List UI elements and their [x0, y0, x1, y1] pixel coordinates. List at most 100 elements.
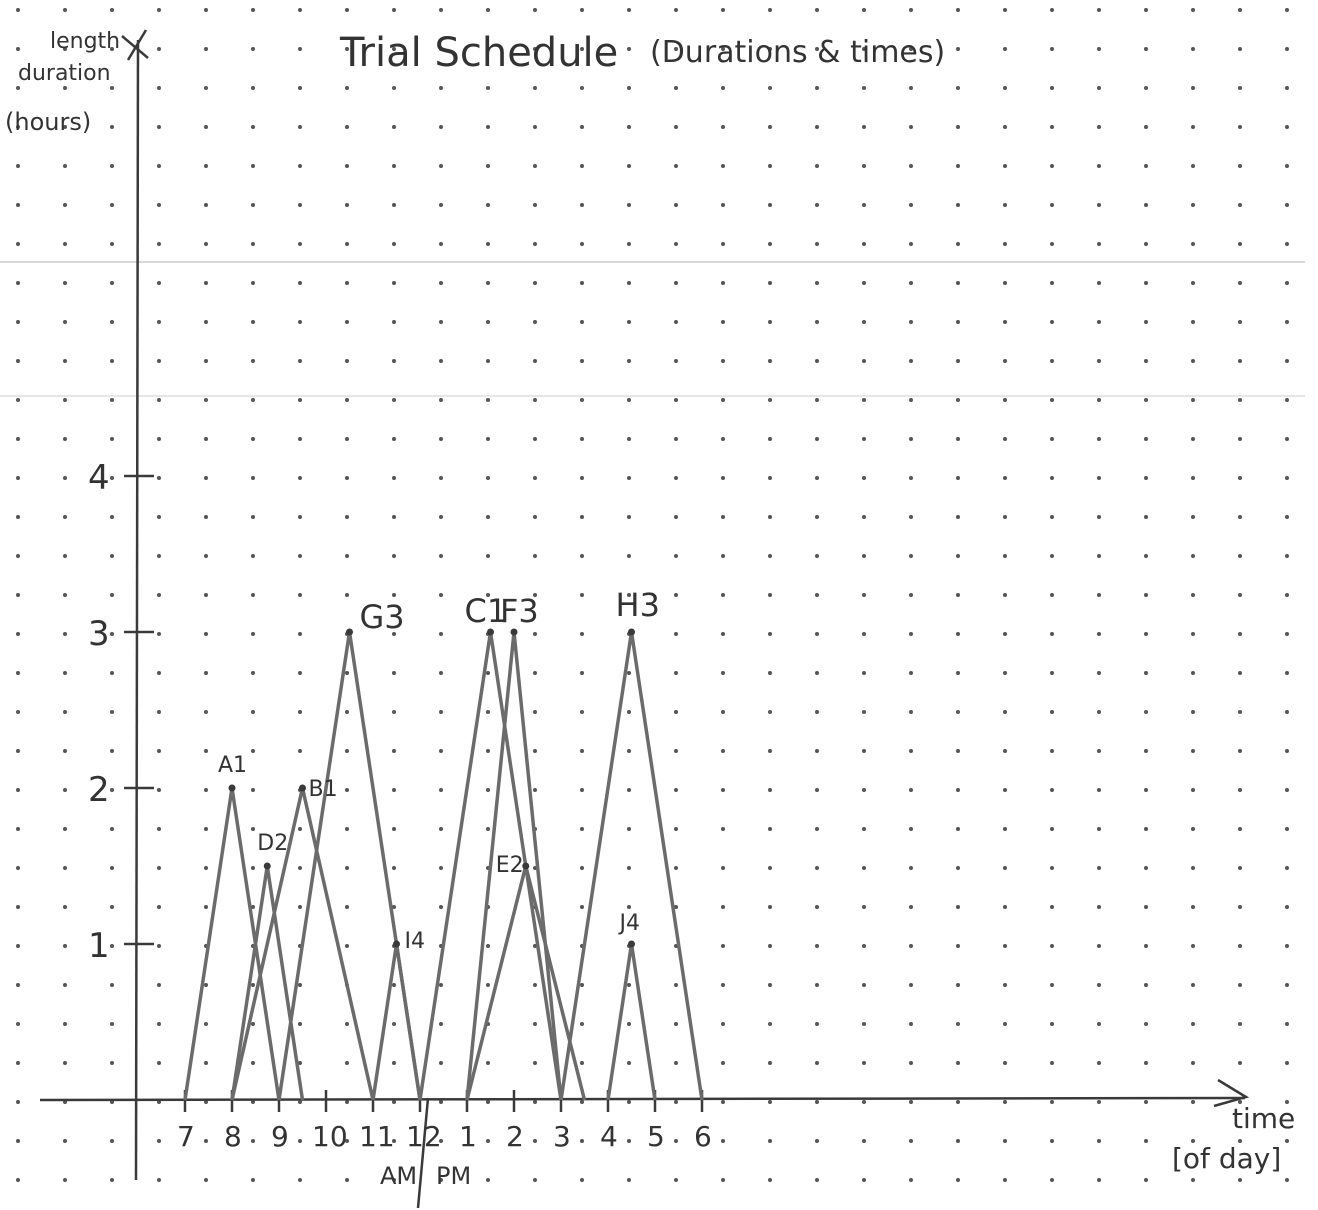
grid-dot — [110, 86, 114, 90]
grid-dot — [392, 242, 396, 246]
grid-dot — [345, 281, 349, 285]
grid-dot — [674, 905, 678, 909]
grid-dot — [486, 437, 490, 441]
grid-dot — [580, 125, 584, 129]
grid-dot — [251, 281, 255, 285]
series-d2 — [230, 865, 305, 1101]
grid-dot — [533, 47, 537, 51]
grid-dot — [157, 593, 161, 597]
grid-dot — [345, 125, 349, 129]
grid-dot — [1097, 8, 1101, 12]
grid-dot — [157, 242, 161, 246]
grid-dot — [1003, 866, 1007, 870]
grid-dot — [815, 866, 819, 870]
grid-dot — [1050, 632, 1054, 636]
grid-dot — [63, 983, 67, 987]
grid-dot — [1097, 398, 1101, 402]
series-i4 — [371, 943, 422, 1101]
grid-dot — [251, 203, 255, 207]
grid-dot — [768, 164, 772, 168]
grid-dot — [1144, 47, 1148, 51]
grid-dot — [815, 632, 819, 636]
series-label-b1: B1 — [309, 777, 338, 802]
grid-dot — [956, 710, 960, 714]
grid-dot — [157, 203, 161, 207]
grid-dot — [721, 86, 725, 90]
grid-dot — [1191, 320, 1195, 324]
grid-dot — [1003, 203, 1007, 207]
grid-dot — [674, 1061, 678, 1065]
grid-dot — [1285, 476, 1289, 480]
grid-dot — [157, 281, 161, 285]
grid-dot — [674, 710, 678, 714]
grid-dot — [439, 476, 443, 480]
grid-dot — [251, 398, 255, 402]
grid-dot — [1050, 1139, 1054, 1143]
grid-dot — [251, 866, 255, 870]
grid-dot — [298, 476, 302, 480]
grid-dot — [63, 1139, 67, 1143]
grid-dot — [1285, 398, 1289, 402]
grid-dot — [862, 1061, 866, 1065]
grid-dot — [251, 125, 255, 129]
grid-dot — [1003, 1022, 1007, 1026]
x-tick-label: 8 — [224, 1120, 242, 1153]
grid-dot — [439, 8, 443, 12]
grid-dot — [1238, 983, 1242, 987]
grid-dot — [1191, 788, 1195, 792]
peak-point-j4 — [628, 940, 635, 948]
grid-dot — [1285, 983, 1289, 987]
grid-dot — [1097, 788, 1101, 792]
grid-dot — [345, 398, 349, 402]
grid-dot — [1238, 1100, 1242, 1104]
grid-dot — [815, 242, 819, 246]
grid-dot — [533, 632, 537, 636]
grid-dot — [392, 1100, 396, 1104]
grid-dot — [1003, 515, 1007, 519]
grid-dot — [204, 86, 208, 90]
grid-dot — [1191, 866, 1195, 870]
grid-dot — [251, 749, 255, 753]
grid-dot — [16, 1139, 20, 1143]
grid-dot — [439, 281, 443, 285]
grid-dot — [1003, 1100, 1007, 1104]
peak-point-b1 — [299, 784, 306, 792]
series-h3 — [559, 631, 704, 1101]
peak-point-g3 — [346, 628, 353, 636]
ticks: 1234789101112123456 — [88, 458, 712, 1153]
grid-dot — [627, 593, 631, 597]
grid-dot — [439, 398, 443, 402]
grid-dot — [157, 554, 161, 558]
grid-dot — [110, 983, 114, 987]
grid-dot — [110, 164, 114, 168]
grid-dot — [1285, 593, 1289, 597]
grid-dot — [1144, 749, 1148, 753]
grid-dot — [298, 8, 302, 12]
grid-dot — [157, 944, 161, 948]
grid-dot — [1144, 398, 1148, 402]
grid-dot — [1285, 1022, 1289, 1026]
grid-dot — [392, 164, 396, 168]
grid-dot — [956, 554, 960, 558]
grid-dot — [204, 320, 208, 324]
grid-dot — [580, 1178, 584, 1182]
grid-dot — [862, 281, 866, 285]
grid-dot — [580, 866, 584, 870]
grid-dot — [204, 437, 208, 441]
grid-dot — [674, 281, 678, 285]
grid-dot — [251, 1178, 255, 1182]
grid-dot — [533, 398, 537, 402]
grid-dot — [1285, 827, 1289, 831]
grid-dot — [1144, 866, 1148, 870]
grid-dot — [1097, 1100, 1101, 1104]
grid-dot — [627, 749, 631, 753]
grid-dot — [1097, 437, 1101, 441]
grid-dot — [768, 281, 772, 285]
grid-dot — [909, 8, 913, 12]
grid-dot — [1144, 827, 1148, 831]
grid-dot — [627, 554, 631, 558]
grid-dot — [1191, 1139, 1195, 1143]
grid-dot — [1050, 281, 1054, 285]
grid-dot — [1285, 1100, 1289, 1104]
grid-dot — [16, 905, 20, 909]
